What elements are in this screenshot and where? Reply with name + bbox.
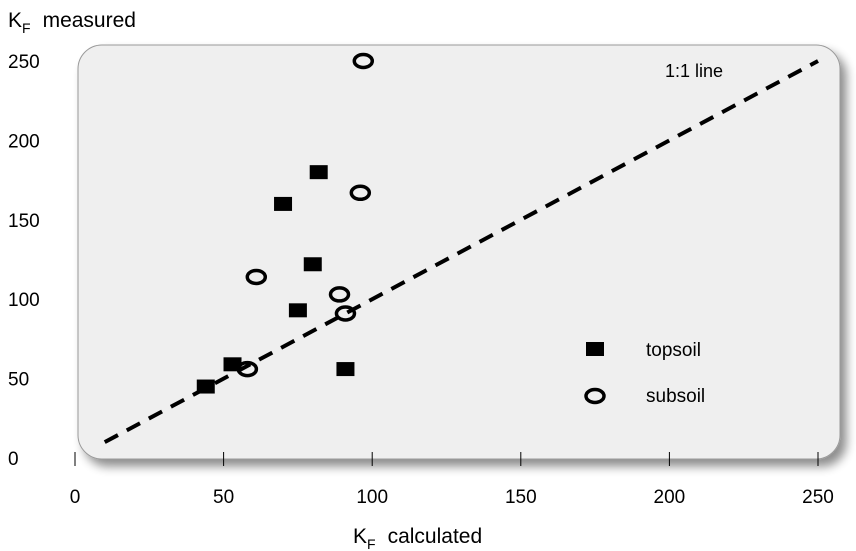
point-subsoil [349, 184, 372, 202]
x-axis-ticks [74, 452, 819, 466]
legend: topsoil subsoil [584, 340, 705, 407]
point-topsoil [274, 196, 293, 211]
y-tick-label: 50 [8, 370, 29, 391]
point-topsoil [303, 257, 322, 272]
x-axis-title: KF calculated [353, 525, 482, 551]
one-to-one-line [103, 59, 819, 444]
point-subsoil [334, 305, 357, 322]
x-tick-label: 150 [505, 487, 537, 508]
point-subsoil [352, 52, 375, 70]
x-tick-label: 100 [356, 487, 388, 508]
legend-marker-topsoil [586, 342, 604, 356]
data-points [196, 52, 375, 394]
y-tick-label: 100 [8, 290, 40, 311]
point-topsoil [288, 303, 307, 318]
legend-label-subsoil: subsoil [646, 386, 705, 407]
x-tick-label: 250 [802, 487, 834, 508]
legend-marker-subsoil [584, 387, 606, 405]
y-tick-label: 200 [8, 131, 40, 152]
point-subsoil [236, 360, 259, 378]
one-to-one-label: 1:1 line [665, 61, 723, 81]
x-tick-label: 0 [70, 487, 81, 508]
point-subsoil [328, 286, 351, 303]
y-tick-label: 150 [8, 211, 40, 232]
point-topsoil [336, 362, 355, 377]
y-tick-label: 250 [8, 52, 40, 73]
x-axis-tick-labels: 0 50 100 150 200 250 [70, 487, 834, 508]
y-tick-label: 0 [8, 449, 19, 470]
point-topsoil [309, 165, 328, 180]
legend-label-topsoil: topsoil [646, 340, 701, 361]
x-tick-label: 200 [654, 487, 686, 508]
x-tick-label: 50 [213, 487, 234, 508]
point-subsoil [245, 268, 268, 286]
point-topsoil [196, 379, 215, 394]
y-axis-tick-labels: 0 50 100 150 200 250 [8, 52, 40, 470]
y-axis-title: KF measured [8, 9, 136, 36]
